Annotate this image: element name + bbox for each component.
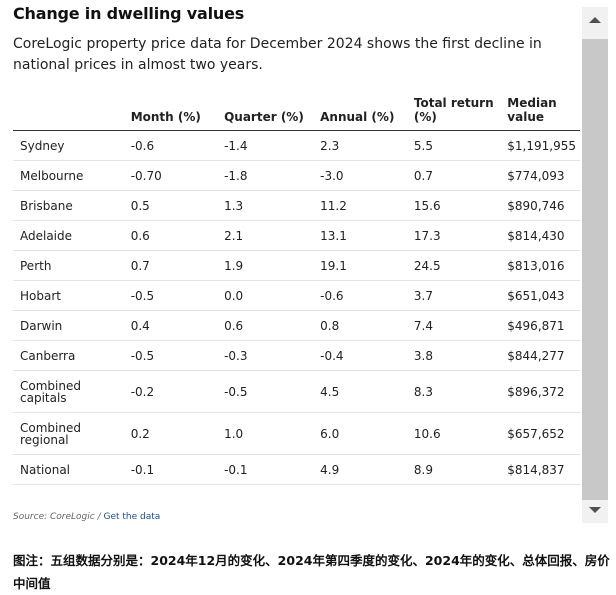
get-data-link[interactable]: Get the data xyxy=(103,512,161,522)
table-row: Melbourne -0.70 -1.8 -3.0 0.7 $774,093 xyxy=(13,160,580,191)
chart-title: Change in dwelling values xyxy=(13,4,245,23)
cell-total: 15.6 xyxy=(406,190,501,221)
cell-median: $496,871 xyxy=(500,310,580,341)
scroll-up-icon[interactable] xyxy=(589,17,601,23)
header-quarter: Quarter (%) xyxy=(217,96,314,131)
cell-total: 7.4 xyxy=(406,310,501,341)
cell-city: Perth xyxy=(13,250,124,281)
table-row: Perth 0.7 1.9 19.1 24.5 $813,016 xyxy=(13,250,580,281)
scroll-down-icon[interactable] xyxy=(589,507,601,513)
cell-city: Combined regional xyxy=(13,412,124,455)
header-city xyxy=(13,96,124,131)
table-row: Combined capitals -0.2 -0.5 4.5 8.3 $896… xyxy=(13,370,580,413)
cell-annual: -0.6 xyxy=(313,280,407,311)
cell-annual: -0.4 xyxy=(313,340,407,371)
cell-city: Canberra xyxy=(13,340,124,371)
cell-total: 10.6 xyxy=(406,412,501,455)
cell-month: -0.2 xyxy=(123,370,218,413)
table-row: Darwin 0.4 0.6 0.8 7.4 $496,871 xyxy=(13,310,580,341)
cell-median: $774,093 xyxy=(500,160,580,191)
source-label: Source: CoreLogic / xyxy=(13,512,101,522)
cell-annual: 19.1 xyxy=(313,250,407,281)
cell-quarter: 1.9 xyxy=(217,250,314,281)
cell-quarter: 0.0 xyxy=(217,280,314,311)
table-row: National -0.1 -0.1 4.9 8.9 $814,837 xyxy=(13,454,580,485)
vertical-scrollbar[interactable] xyxy=(582,7,608,523)
cell-month: -0.5 xyxy=(123,280,218,311)
cell-median: $890,746 xyxy=(500,190,580,221)
cell-annual: 6.0 xyxy=(313,412,407,455)
cell-month: 0.6 xyxy=(123,220,218,251)
cell-city: National xyxy=(13,454,124,485)
cell-quarter: -1.8 xyxy=(217,160,314,191)
cell-total: 24.5 xyxy=(406,250,501,281)
cell-annual: 4.9 xyxy=(313,454,407,485)
data-table: Month (%) Quarter (%) Annual (%) Total r… xyxy=(13,96,580,485)
table-row: Hobart -0.5 0.0 -0.6 3.7 $651,043 xyxy=(13,280,580,311)
table-row: Combined regional 0.2 1.0 6.0 10.6 $657,… xyxy=(13,412,580,455)
cell-annual: -3.0 xyxy=(313,160,407,191)
table-row: Canberra -0.5 -0.3 -0.4 3.8 $844,277 xyxy=(13,340,580,371)
cell-median: $814,837 xyxy=(500,454,580,485)
cell-city: Darwin xyxy=(13,310,124,341)
cell-quarter: 1.3 xyxy=(217,190,314,221)
cell-median: $657,652 xyxy=(500,412,580,455)
cell-month: -0.70 xyxy=(123,160,218,191)
cell-annual: 11.2 xyxy=(313,190,407,221)
cell-quarter: 2.1 xyxy=(217,220,314,251)
cell-median: $651,043 xyxy=(500,280,580,311)
header-annual: Annual (%) xyxy=(313,96,407,131)
cell-annual: 13.1 xyxy=(313,220,407,251)
cell-median: $1,191,955 xyxy=(500,130,580,161)
cell-total: 17.3 xyxy=(406,220,501,251)
table-row: Brisbane 0.5 1.3 11.2 15.6 $890,746 xyxy=(13,190,580,221)
cell-month: 0.5 xyxy=(123,190,218,221)
table-row: Sydney -0.6 -1.4 2.3 5.5 $1,191,955 xyxy=(13,130,580,161)
cell-annual: 2.3 xyxy=(313,130,407,161)
cell-total: 5.5 xyxy=(406,130,501,161)
cell-total: 3.7 xyxy=(406,280,501,311)
cell-median: $844,277 xyxy=(500,340,580,371)
cell-month: -0.6 xyxy=(123,130,218,161)
table-header-row: Month (%) Quarter (%) Annual (%) Total r… xyxy=(13,96,580,131)
cell-total: 8.3 xyxy=(406,370,501,413)
cell-quarter: -0.3 xyxy=(217,340,314,371)
cell-city: Adelaide xyxy=(13,220,124,251)
cell-month: -0.1 xyxy=(123,454,218,485)
cell-city: Melbourne xyxy=(13,160,124,191)
cell-month: -0.5 xyxy=(123,340,218,371)
cell-month: 0.4 xyxy=(123,310,218,341)
cell-total: 3.8 xyxy=(406,340,501,371)
cell-median: $813,016 xyxy=(500,250,580,281)
cell-city: Combined capitals xyxy=(13,370,124,413)
header-total-return: Total return (%) xyxy=(406,96,501,131)
cell-city: Brisbane xyxy=(13,190,124,221)
chart-panel: Change in dwelling values CoreLogic prop… xyxy=(13,4,580,522)
figure-caption: 图注：五组数据分别是：2024年12月的变化、2024年第四季度的变化、2024… xyxy=(13,553,610,591)
cell-quarter: -0.5 xyxy=(217,370,314,413)
header-median-value: Median value xyxy=(500,96,580,131)
scroll-thumb[interactable] xyxy=(582,39,608,500)
cell-quarter: 0.6 xyxy=(217,310,314,341)
cell-quarter: 1.0 xyxy=(217,412,314,455)
cell-month: 0.7 xyxy=(123,250,218,281)
cell-quarter: -1.4 xyxy=(217,130,314,161)
chart-subtitle: CoreLogic property price data for Decemb… xyxy=(13,36,542,73)
cell-annual: 4.5 xyxy=(313,370,407,413)
cell-median: $814,430 xyxy=(500,220,580,251)
header-month: Month (%) xyxy=(123,96,218,131)
cell-city: Sydney xyxy=(13,130,124,161)
cell-annual: 0.8 xyxy=(313,310,407,341)
source-note: Source: CoreLogic / Get the data xyxy=(13,512,160,522)
cell-month: 0.2 xyxy=(123,412,218,455)
cell-total: 8.9 xyxy=(406,454,501,485)
cell-quarter: -0.1 xyxy=(217,454,314,485)
cell-median: $896,372 xyxy=(500,370,580,413)
table-row: Adelaide 0.6 2.1 13.1 17.3 $814,430 xyxy=(13,220,580,251)
cell-total: 0.7 xyxy=(406,160,501,191)
cell-city: Hobart xyxy=(13,280,124,311)
